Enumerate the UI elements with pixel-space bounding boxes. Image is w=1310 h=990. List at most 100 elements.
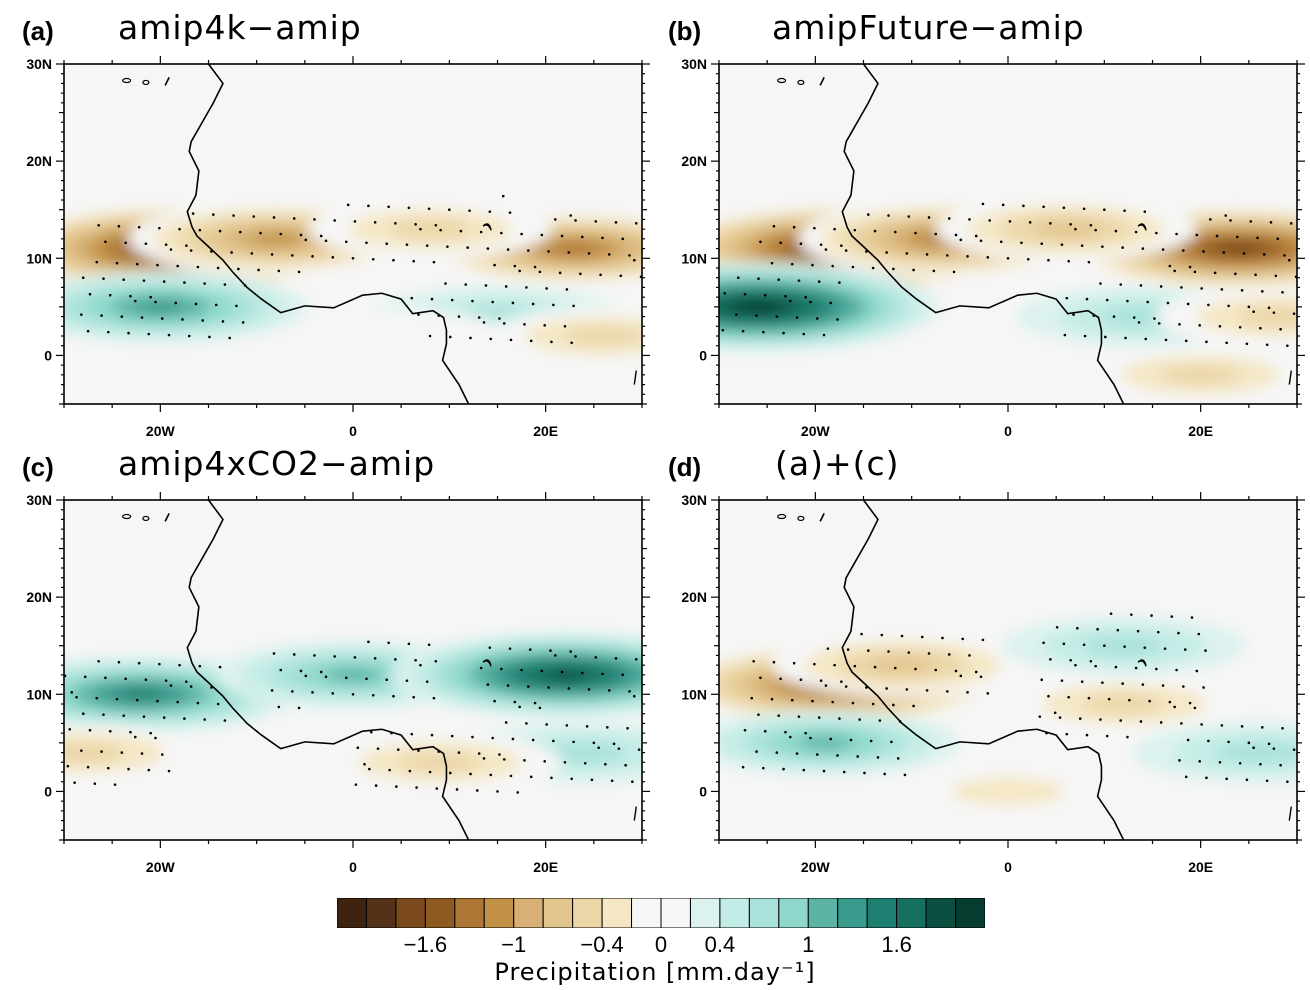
- stipple-dot: [799, 242, 803, 246]
- stipple-dot: [154, 300, 157, 304]
- stipple-dot: [867, 213, 870, 216]
- stipple-dot: [1080, 680, 1084, 683]
- stipple-dot: [448, 208, 451, 212]
- panel-title-b: amipFuture−amip: [772, 8, 1085, 47]
- stipple-dot: [892, 703, 895, 707]
- x-tick-label: 20W: [801, 859, 831, 875]
- stipple-dot: [1006, 256, 1010, 260]
- stipple-dot: [1159, 721, 1163, 724]
- stipple-dot: [1069, 658, 1072, 662]
- stipple-dot: [533, 701, 537, 705]
- stipple-dot: [802, 332, 806, 336]
- stipple-dot: [117, 224, 121, 228]
- stipple-dot: [912, 268, 915, 272]
- stipple-dot: [873, 229, 877, 233]
- stipple-dot: [346, 203, 350, 207]
- stipple-dot: [385, 242, 389, 246]
- stipple-dot: [1164, 338, 1168, 342]
- stipple-dot: [127, 331, 130, 335]
- stipple-dot: [102, 277, 105, 280]
- stipple-dot: [1183, 648, 1187, 651]
- stipple-dot: [250, 252, 254, 255]
- stipple-dot: [795, 316, 799, 319]
- stipple-dot: [986, 692, 990, 695]
- stipple-dot: [333, 219, 336, 222]
- stipple-dot: [1204, 649, 1207, 652]
- stipple-dot: [954, 233, 958, 237]
- stipple-dot: [506, 248, 510, 251]
- stipple-dot: [974, 234, 978, 238]
- stipple-dot: [1238, 325, 1242, 329]
- stipple-dot: [549, 649, 552, 652]
- stipple-dot: [482, 321, 486, 324]
- stipple-dot: [144, 678, 148, 682]
- stipple-dot: [176, 700, 179, 704]
- coastline: [841, 500, 1125, 840]
- stipple-dot: [1074, 227, 1077, 231]
- stipple-dot: [755, 750, 758, 753]
- stipple-dot: [634, 658, 638, 661]
- stipple-dot: [120, 315, 124, 318]
- stipple-dot: [815, 317, 819, 320]
- stipple-dot: [1178, 323, 1181, 326]
- stipple-dot: [804, 731, 807, 735]
- stipple-dot: [115, 261, 119, 265]
- stipple-dot: [1114, 229, 1118, 233]
- colorbar-swatch: [778, 898, 809, 928]
- stipple-dot: [482, 757, 486, 760]
- stipple-dot: [741, 765, 745, 769]
- stipple-dot: [1094, 228, 1097, 232]
- stipple-dot: [954, 669, 958, 673]
- y-tick-label: 10N: [681, 686, 707, 702]
- stipple-dot: [1292, 748, 1296, 751]
- stipple-dot: [842, 770, 846, 774]
- stipple-dot: [466, 246, 469, 249]
- stipple-dot: [392, 258, 395, 262]
- stipple-dot: [632, 694, 636, 698]
- stipple-dot: [144, 242, 148, 246]
- stipple-dot: [504, 721, 508, 724]
- stipple-dot: [1234, 272, 1237, 276]
- anomaly-level: [951, 777, 1065, 806]
- stipple-dot: [1146, 300, 1149, 304]
- stipple-dot: [1060, 243, 1064, 246]
- stipple-dot: [531, 302, 535, 306]
- stipple-dot: [450, 734, 454, 738]
- stipple-dot: [394, 658, 397, 661]
- stipple-dot: [1080, 244, 1084, 247]
- stipple-dot: [1173, 705, 1176, 709]
- stipple-dot: [154, 736, 157, 740]
- stipple-dot: [311, 691, 314, 694]
- stipple-dot: [883, 772, 886, 776]
- panel-c: 20W 0 20E 30N 20N 10N 0: [0, 450, 650, 875]
- stipple-dot: [721, 328, 725, 332]
- stipple-dot: [853, 664, 857, 668]
- stipple-dot: [93, 782, 97, 785]
- stipple-dot: [986, 256, 990, 259]
- x-tick-label: 0: [1004, 423, 1012, 439]
- y-tick-label: 10N: [26, 250, 52, 266]
- stipple-dot: [107, 766, 110, 770]
- stipple-dot: [829, 301, 833, 305]
- stipple-dot: [158, 662, 161, 666]
- stipple-dot: [621, 237, 625, 241]
- stipple-dot: [547, 686, 550, 689]
- colorbar-swatch: [807, 898, 839, 928]
- stipple-dot: [981, 202, 985, 206]
- stipple-dot: [824, 248, 828, 251]
- stipple-dot: [946, 690, 949, 693]
- stipple-dot: [257, 268, 260, 272]
- stipple-dot: [407, 642, 411, 646]
- stipple-dot: [201, 319, 205, 322]
- panel-title-a: amip4k−amip: [118, 8, 362, 47]
- stipple-dot: [545, 287, 548, 290]
- stipple-dot: [509, 338, 513, 342]
- colorbar-swatch: [955, 898, 985, 928]
- stipple-dot: [304, 674, 308, 678]
- stipple-dot: [417, 313, 420, 316]
- stipple-dot: [601, 236, 604, 240]
- stipple-dot: [68, 727, 72, 731]
- stipple-dot: [569, 650, 573, 653]
- stipple-dot: [365, 677, 368, 681]
- stipple-dot: [558, 271, 562, 275]
